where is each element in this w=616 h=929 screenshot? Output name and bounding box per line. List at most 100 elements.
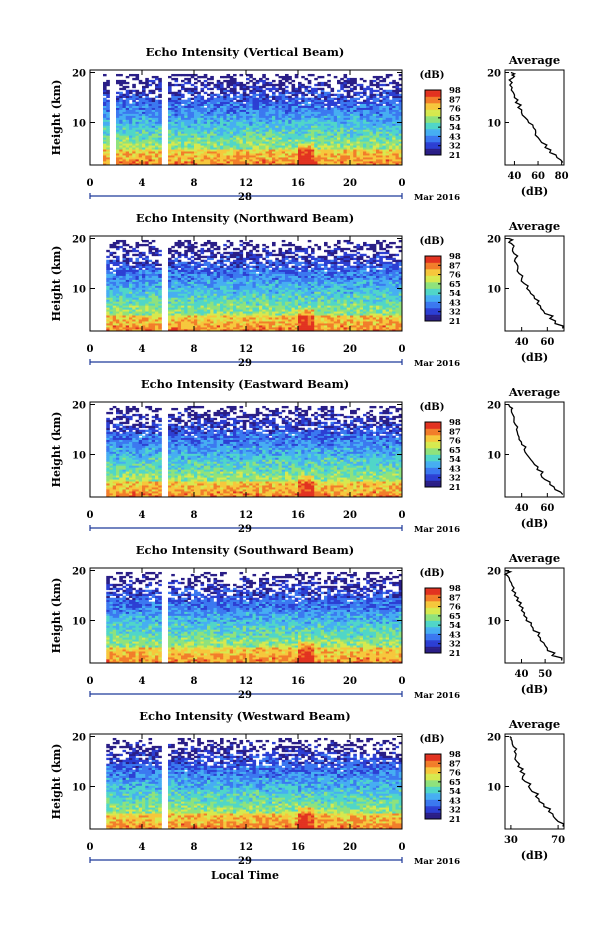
heatmap-cell xyxy=(373,94,377,96)
heatmap-cell xyxy=(301,92,305,94)
heatmap-cell xyxy=(175,258,179,260)
date-label: Mar 2016 xyxy=(414,193,460,203)
heatmap-cell xyxy=(383,96,387,98)
heatmap-cell xyxy=(119,240,123,242)
heatmap-cell xyxy=(288,96,292,98)
heatmap-cell xyxy=(119,92,123,94)
heatmap-cell xyxy=(214,98,218,100)
heatmap-cell xyxy=(139,80,143,82)
heatmap-cell xyxy=(308,74,312,76)
heatmap-cell xyxy=(210,242,214,244)
heatmap-cell xyxy=(285,74,289,76)
heatmap-cell xyxy=(275,88,279,90)
heatmap-cell xyxy=(327,92,331,94)
heatmap-cell xyxy=(373,90,377,92)
heatmap-cell xyxy=(389,74,393,76)
heatmap-cell xyxy=(311,88,315,90)
heatmap-cell xyxy=(106,256,110,258)
heatmap-cell xyxy=(269,96,273,98)
heatmap-cell xyxy=(240,82,244,84)
heatmap-cell xyxy=(379,80,383,82)
heatmap-cell xyxy=(269,88,273,90)
heatmap-cell xyxy=(113,270,117,272)
heatmap-cell xyxy=(249,74,253,76)
heatmap-cell xyxy=(171,74,175,76)
heatmap-cell xyxy=(285,96,289,98)
heatmap-cell xyxy=(201,88,205,90)
heatmap-cell xyxy=(337,106,341,108)
heatmap-cell xyxy=(379,76,383,78)
heatmap-cell xyxy=(266,82,270,84)
heatmap-cell xyxy=(168,98,172,100)
heatmap-cell xyxy=(178,260,182,262)
heatmap-cell xyxy=(249,90,253,92)
heatmap-cell xyxy=(227,90,231,92)
heatmap-cell xyxy=(149,246,153,248)
heatmap-cell xyxy=(119,262,123,264)
heatmap-cell xyxy=(116,240,120,242)
heatmap-cell xyxy=(197,92,201,94)
heatmap-cell xyxy=(142,82,146,84)
heatmap-cell xyxy=(282,76,286,78)
heatmap-cell xyxy=(217,246,221,248)
heatmap-cell xyxy=(256,86,260,88)
heatmap-cell xyxy=(233,102,237,104)
heatmap-cell xyxy=(249,96,253,98)
heatmap-cell xyxy=(181,74,185,76)
heatmap-cell xyxy=(184,262,188,264)
heatmap-cell xyxy=(155,100,159,102)
heatmap-cell xyxy=(340,94,344,96)
heatmap-cell xyxy=(171,78,175,80)
heatmap-cell xyxy=(181,80,185,82)
heatmap-cell xyxy=(272,92,276,94)
heatmap-cell xyxy=(389,100,393,102)
heatmap-cell xyxy=(113,252,117,254)
heatmap-cell xyxy=(123,86,127,88)
average-y-tick-label: 20 xyxy=(487,69,501,80)
heatmap-cell xyxy=(191,88,195,90)
heatmap-cell xyxy=(383,106,387,108)
average-profile-line xyxy=(509,73,563,163)
heatmap-cell xyxy=(236,96,240,98)
average-y-tick-label: 10 xyxy=(487,119,501,130)
heatmap-cell xyxy=(214,94,218,96)
heatmap-cell xyxy=(106,100,110,102)
heatmap-cell xyxy=(386,84,390,86)
panel-1: Echo Intensity (Northward Beam)0 4 8 12 16 20… xyxy=(50,211,564,369)
heatmap-cell xyxy=(201,244,205,246)
heatmap-cell xyxy=(188,258,192,260)
colorbar-tick-label: 21 xyxy=(449,151,461,161)
heatmap-cell xyxy=(136,250,140,252)
heatmap-cell xyxy=(184,240,188,242)
heatmap-cell xyxy=(188,240,192,242)
heatmap-cell xyxy=(191,260,195,262)
heatmap-cell xyxy=(373,76,377,78)
heatmap-cell xyxy=(366,86,370,88)
heatmap-cell xyxy=(201,248,205,250)
colorbar-tick-label: 87 xyxy=(449,95,461,105)
heatmap-cell xyxy=(321,82,325,84)
heatmap-cell xyxy=(149,98,153,100)
heatmap-cell xyxy=(142,244,146,246)
heatmap-cell xyxy=(344,96,348,98)
heatmap-cell xyxy=(301,76,305,78)
heatmap-cell xyxy=(197,262,201,264)
heatmap-cell xyxy=(175,264,179,266)
heatmap-cell xyxy=(142,262,146,264)
heatmap-cell xyxy=(152,262,156,264)
heatmap-cell xyxy=(197,80,201,82)
heatmap-cell xyxy=(275,74,279,76)
heatmap-cell xyxy=(207,88,211,90)
heatmap-cell xyxy=(230,88,234,90)
heatmap-cell xyxy=(197,250,201,252)
heatmap-cell xyxy=(285,90,289,92)
heatmap-cell xyxy=(171,92,175,94)
heatmap-cell xyxy=(272,80,276,82)
heatmap-cell xyxy=(389,90,393,92)
heatmap-cell xyxy=(168,82,172,84)
heatmap-cell xyxy=(155,260,159,262)
heatmap-cell xyxy=(152,240,156,242)
heatmap-cell xyxy=(129,258,133,260)
heatmap-cells xyxy=(103,74,402,165)
heatmap-cell xyxy=(308,90,312,92)
